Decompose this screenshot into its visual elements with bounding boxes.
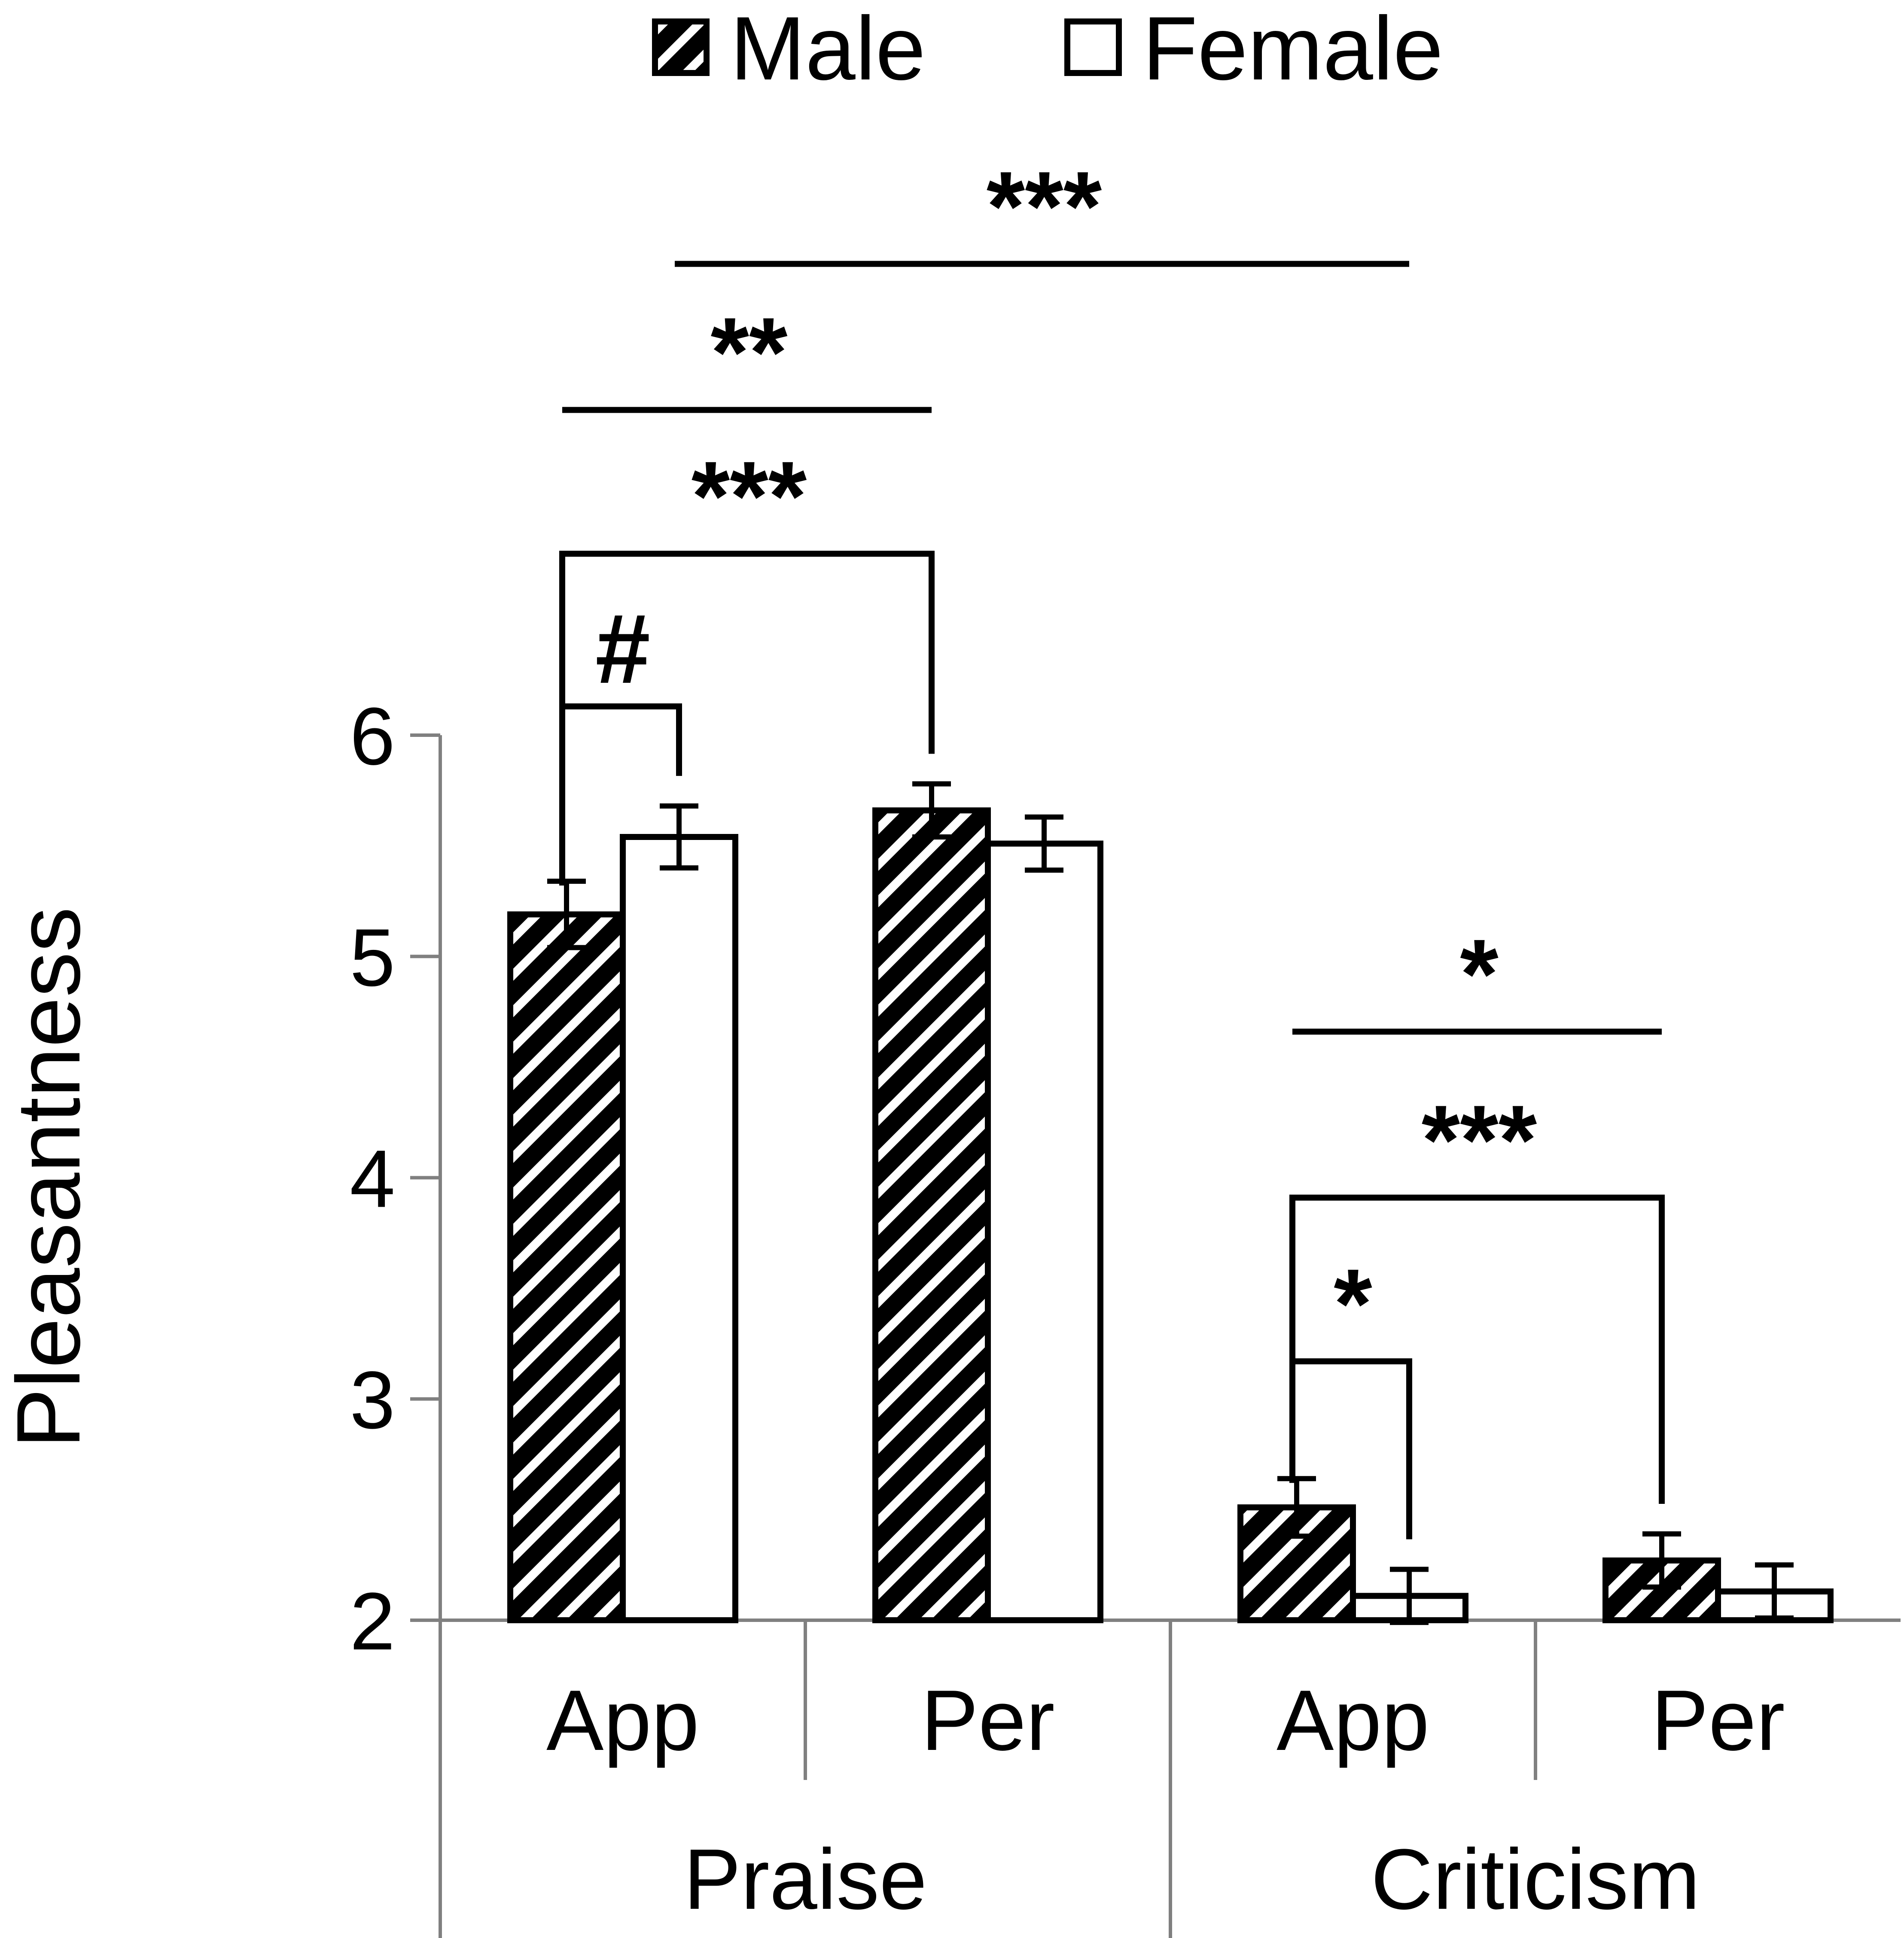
legend-label-male: Male (730, 0, 926, 99)
significance-label: *** (692, 441, 807, 551)
y-tick-label: 5 (350, 912, 395, 1003)
legend-swatch-female (1064, 18, 1122, 76)
y-tick-label: 6 (350, 691, 395, 782)
y-tick-label: 3 (350, 1355, 395, 1446)
bar-female (985, 840, 1103, 1623)
x-category-label: Per (1651, 1673, 1785, 1768)
bar-male (872, 807, 991, 1623)
significance-bracket (559, 551, 935, 886)
significance-label: *** (1422, 1085, 1537, 1195)
x-category-label: App (546, 1673, 699, 1768)
significance-label: *** (987, 151, 1102, 262)
x-group-label: Criticism (1371, 1832, 1700, 1927)
y-axis-label: Pleasantness (0, 907, 99, 1448)
significance-label: * (1460, 919, 1499, 1029)
bar-female (620, 834, 738, 1623)
significance-annotations: #************* (559, 151, 1665, 1539)
axes: 2 3 4 5 6 Pleasantness App Per App Per Praise Criti… (0, 691, 1901, 1938)
significance-label: ** (710, 297, 788, 408)
error-bars (547, 781, 1794, 1625)
y-tick-label: 4 (350, 1134, 395, 1225)
legend: Male Female (652, 0, 1443, 99)
bars (507, 807, 1834, 1624)
x-category-label: Per (921, 1673, 1054, 1768)
x-group-label: Praise (684, 1832, 927, 1927)
y-tick-label: 2 (350, 1576, 395, 1667)
legend-label-female: Female (1142, 0, 1443, 99)
bar-male (507, 911, 626, 1623)
x-category-label: App (1276, 1673, 1429, 1768)
significance-label: # (595, 593, 650, 704)
legend-swatch-male (652, 18, 710, 76)
significance-bracket (1289, 1194, 1665, 1504)
significance-label: * (1334, 1248, 1372, 1359)
